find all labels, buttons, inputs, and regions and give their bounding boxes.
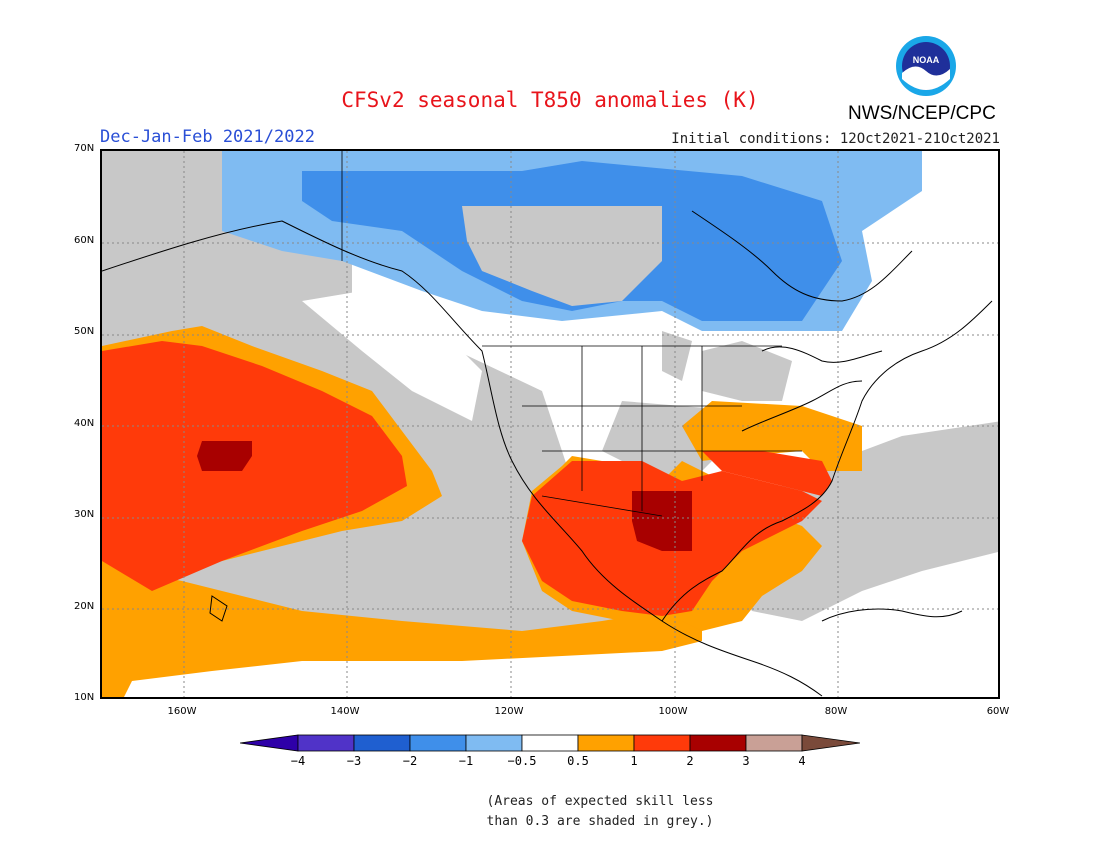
lat-label-20n: 20N — [74, 601, 95, 612]
initial-conditions: Initial conditions: 12Oct2021-21Oct2021 — [671, 131, 1000, 147]
colorbar-label: −3 — [346, 754, 362, 768]
lat-label-50n: 50N — [74, 326, 95, 337]
colorbar-label: −1 — [458, 754, 474, 768]
coastlines — [102, 210, 993, 697]
season-label: Dec-Jan-Feb 2021/2022 — [100, 127, 315, 147]
lon-label-140w: 140W — [330, 706, 360, 717]
noaa-logo: NOAA — [896, 36, 956, 96]
graticule — [102, 151, 998, 697]
us-mexico-warm — [522, 401, 862, 631]
lat-label-40n: 40N — [74, 418, 95, 429]
logo-lettering: NOAA — [913, 55, 940, 65]
skill-note: (Areas of expected skill less than 0.3 a… — [470, 792, 730, 832]
borders — [341, 151, 802, 517]
skill-note-line2: than 0.3 are shaded in grey.) — [486, 814, 714, 829]
colorbar-label: 2 — [686, 754, 694, 768]
lat-label-30n: 30N — [74, 509, 95, 520]
lon-label-120w: 120W — [494, 706, 524, 717]
map-canvas — [102, 151, 998, 697]
lon-label-80w: 80W — [824, 706, 848, 717]
cold-canada — [222, 151, 922, 421]
anomaly-map — [100, 149, 1000, 699]
colorbar — [240, 734, 860, 752]
pacific-warm — [102, 326, 702, 697]
colorbar-label: 1 — [630, 754, 638, 768]
agency-label: NWS/NCEP/CPC — [848, 103, 996, 124]
colorbar-label: −0.5 — [507, 754, 537, 768]
colorbar-label: 3 — [742, 754, 750, 768]
chart-title: CFSv2 seasonal T850 anomalies (K) — [341, 88, 759, 112]
skill-note-line1: (Areas of expected skill less — [486, 794, 714, 809]
lon-label-160w: 160W — [167, 706, 197, 717]
lat-label-60n: 60N — [74, 235, 95, 246]
colorbar-label: −4 — [290, 754, 306, 768]
colorbar-label: 0.5 — [567, 754, 589, 768]
lon-label-100w: 100W — [658, 706, 688, 717]
colorbar-label: 4 — [798, 754, 806, 768]
lat-label-70n: 70N — [74, 143, 95, 154]
colorbar-label: −2 — [402, 754, 418, 768]
lon-label-60w: 60W — [986, 706, 1010, 717]
lat-label-10n: 10N — [74, 692, 95, 703]
